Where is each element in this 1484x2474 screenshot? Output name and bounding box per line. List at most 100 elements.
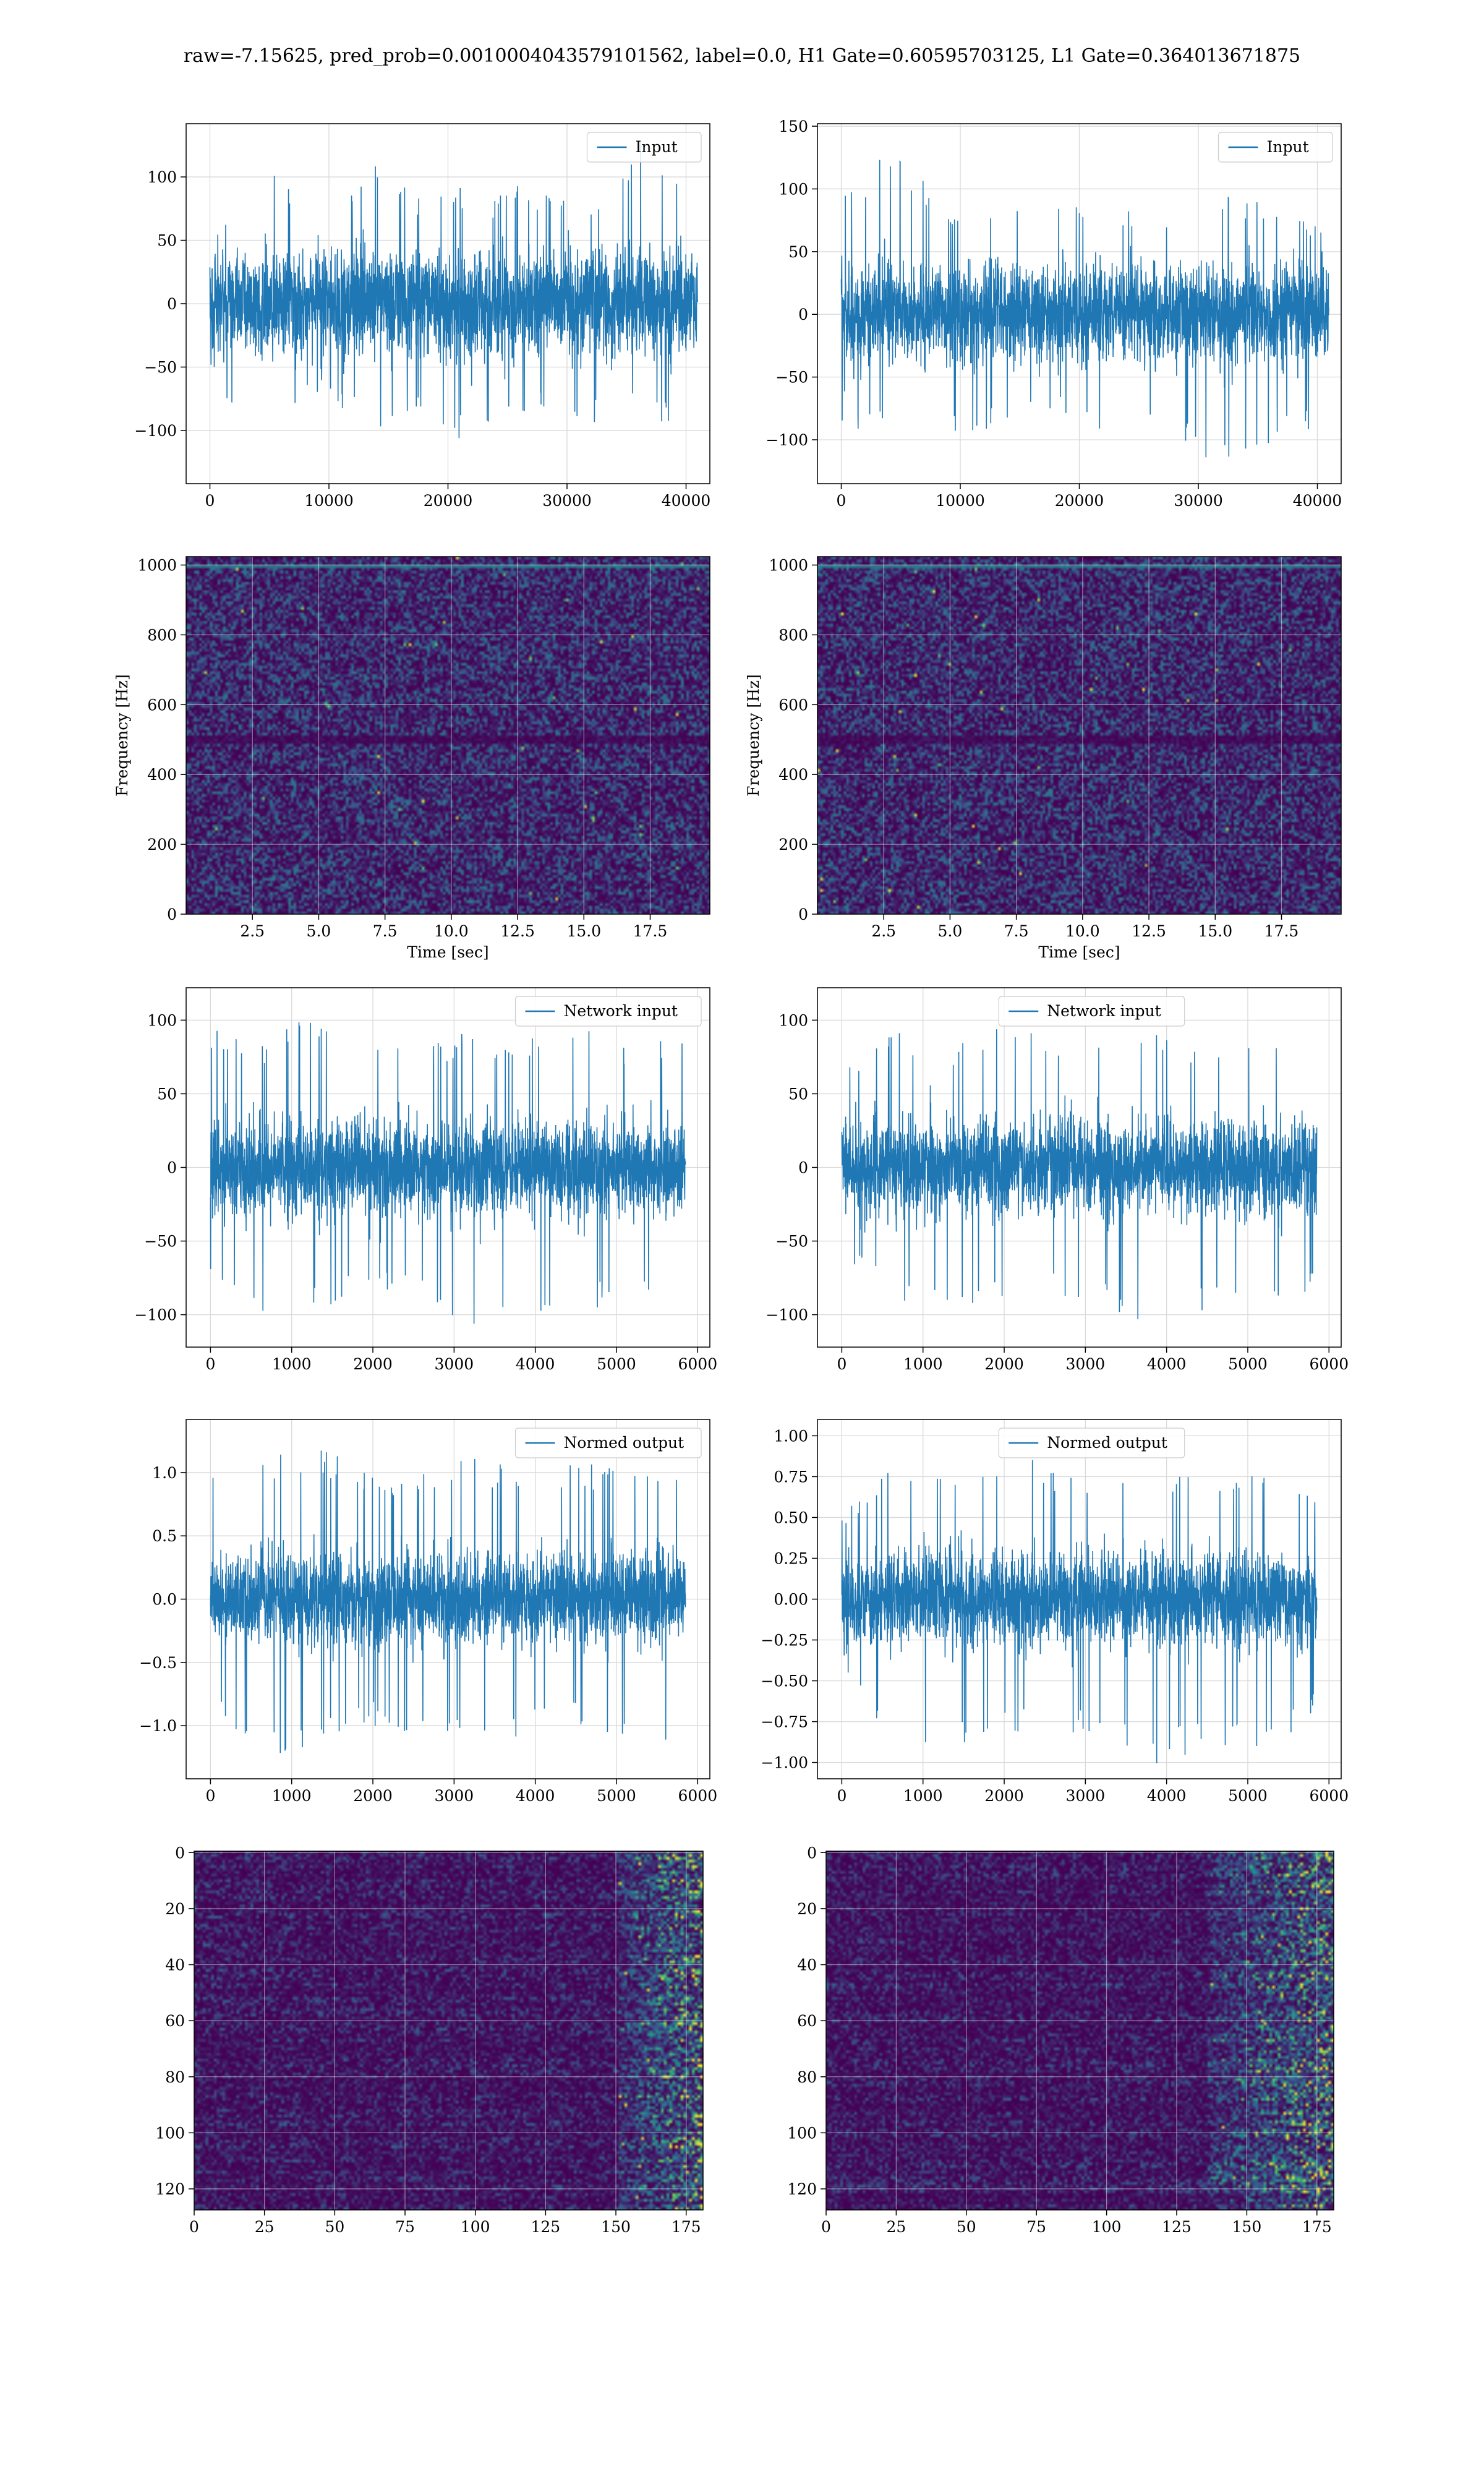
x-tick-label: 2.5: [871, 922, 896, 940]
panel-l1_normed_output: 0 1000 2000 3000 4000 5000 6000 −1.00 −0.75 −0.50…: [761, 1419, 1349, 1805]
y-tick-label: −50: [144, 1233, 177, 1251]
legend-box: [1217, 132, 1333, 163]
legend-label: Network input: [564, 1002, 678, 1020]
y-tick-label: 60: [797, 2012, 817, 2030]
x-tick-label: 5000: [1228, 1787, 1268, 1805]
x-tick-label: 10000: [304, 492, 354, 510]
x-tick-label: 40000: [1293, 492, 1342, 510]
y-tick-label: 100: [147, 168, 177, 186]
legend: Input: [586, 132, 702, 163]
heatmap-image: [186, 557, 710, 914]
x-tick-label: 3000: [1066, 1355, 1106, 1373]
x-tick-label: 7.5: [373, 922, 398, 940]
series-layer: [210, 1022, 686, 1324]
y-tick-label: −0.50: [761, 1672, 808, 1690]
y-tick-label: 80: [165, 2068, 185, 2086]
x-axis-label: Time [sec]: [407, 943, 488, 961]
x-tick-label: 4000: [1147, 1787, 1187, 1805]
series-layer: [841, 1460, 1318, 1763]
axes-frame: [186, 1419, 710, 1779]
y-tick-label: 800: [147, 626, 177, 644]
y-tick-label: 50: [788, 243, 808, 261]
panel-l1_feature_map: 0 25 50 75 100 125 150 175 0 20 40 60 80 100 120: [787, 1844, 1334, 2236]
x-tick-label: 15.0: [1198, 922, 1232, 940]
y-tick-label: −50: [144, 358, 177, 376]
y-tick-label: 50: [157, 1085, 177, 1103]
x-tick-label: 150: [601, 2218, 631, 2236]
y-tick-label: 40: [165, 1956, 185, 1974]
y-tick-label: 100: [787, 2124, 817, 2142]
y-tick-label: −100: [765, 431, 808, 449]
x-tick-label: 7.5: [1004, 922, 1029, 940]
grid-layer: [194, 1851, 703, 2210]
y-tick-label: 100: [778, 1011, 808, 1029]
heatmap-raster: [826, 1851, 1334, 2210]
y-tick-label: −50: [775, 369, 808, 387]
series-layer: [841, 1029, 1318, 1319]
heatmap-raster: [194, 1851, 703, 2210]
y-tick-label: −100: [134, 1306, 177, 1324]
y-tick-label: 60: [165, 2012, 185, 2030]
axes-frame: [825, 1851, 1334, 2211]
y-tick-label: 600: [778, 696, 808, 714]
figure-suptitle: raw=-7.15625, pred_prob=0.00100040435791…: [184, 45, 1300, 67]
y-tick-label: 1000: [769, 557, 808, 575]
panel-l1_spectrogram: 2.5 5.0 7.5 10.0 12.5 15.0 17.5 0 200 400 600 800 10…: [744, 556, 1342, 961]
x-tick-label: 75: [1026, 2218, 1046, 2236]
series-line: [840, 160, 1329, 458]
y-tick-label: 0: [175, 1844, 185, 1862]
x-tick-label: 5.0: [938, 922, 963, 940]
x-tick-label: 0: [189, 2218, 199, 2236]
x-tick-label: 0: [837, 1355, 846, 1373]
y-tick-label: 0.25: [774, 1549, 808, 1567]
axes-frame: [186, 556, 710, 915]
y-tick-label: −0.5: [139, 1654, 177, 1672]
series-layer: [209, 142, 698, 439]
x-tick-label: 0: [837, 1787, 846, 1805]
y-tick-label: 0: [798, 905, 808, 923]
y-tick-label: 100: [778, 180, 808, 198]
x-tick-label: 0: [205, 492, 215, 510]
x-tick-label: 15.0: [566, 922, 601, 940]
panel-h1_normed_output: 0 1000 2000 3000 4000 5000 6000 −1.0 −0.5 0.0 0.5 1…: [139, 1419, 717, 1805]
y-tick-label: 1000: [137, 557, 177, 575]
x-tick-label: 125: [1162, 2218, 1192, 2236]
x-tick-label: 2.5: [240, 922, 265, 940]
x-tick-label: 5000: [1228, 1355, 1268, 1373]
x-tick-label: 0: [205, 1787, 215, 1805]
x-tick-label: 10.0: [434, 922, 469, 940]
legend-box: [586, 132, 702, 163]
y-tick-label: 0.0: [152, 1591, 177, 1609]
axes-frame: [817, 123, 1342, 484]
axes-frame: [817, 1419, 1342, 1779]
x-tick-label: 3000: [435, 1355, 474, 1373]
y-tick-label: 1.00: [774, 1427, 808, 1445]
x-tick-label: 1000: [903, 1355, 943, 1373]
subplot-grid: 0 10000 20000 30000 40000−100−50050100Input0…: [113, 118, 1349, 2236]
heatmap-image: [194, 1851, 703, 2210]
legend-box: [998, 996, 1185, 1027]
y-tick-label: 100: [147, 1011, 177, 1029]
series-layer: [840, 160, 1329, 458]
x-tick-label: 40000: [662, 492, 711, 510]
x-tick-label: 75: [395, 2218, 415, 2236]
x-tick-label: 2000: [984, 1355, 1024, 1373]
y-tick-label: 100: [155, 2124, 185, 2142]
x-tick-label: 17.5: [633, 922, 668, 940]
x-tick-label: 0: [821, 2218, 831, 2236]
y-tick-label: 40: [797, 1956, 817, 1974]
y-tick-label: 200: [778, 836, 808, 854]
y-tick-label: 20: [797, 1900, 817, 1918]
x-tick-label: 25: [255, 2218, 275, 2236]
x-tick-label: 3000: [435, 1787, 474, 1805]
y-tick-label: 800: [778, 626, 808, 644]
x-tick-label: 50: [325, 2218, 344, 2236]
y-tick-label: 50: [788, 1085, 808, 1103]
x-tick-label: 175: [1302, 2218, 1332, 2236]
panel-h1_spectrogram: 2.5 5.0 7.5 10.0 12.5 15.0 17.5 0 200 400 600 800 10…: [113, 556, 710, 961]
x-tick-label: 6000: [678, 1787, 717, 1805]
x-tick-label: 30000: [1174, 492, 1223, 510]
series-line: [209, 142, 698, 439]
axes-frame: [194, 1851, 704, 2211]
